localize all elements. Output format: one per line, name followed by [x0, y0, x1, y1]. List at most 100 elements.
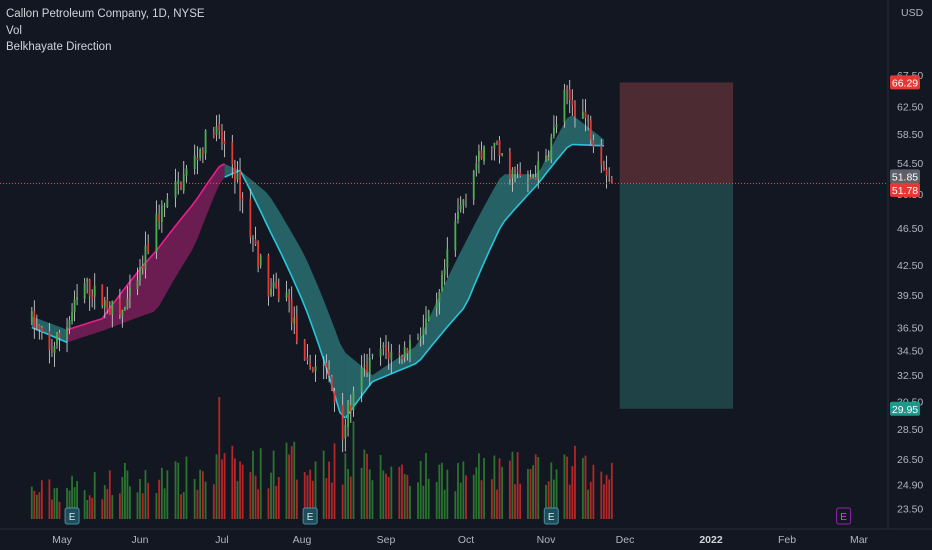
volume-bar — [139, 478, 141, 519]
volume-bar — [196, 489, 199, 519]
candle-body — [462, 199, 465, 206]
price-tick-label: 39.50 — [897, 290, 923, 302]
volume-bar — [406, 474, 409, 519]
symbol-title[interactable]: Callon Petroleum Company, 1D, NYSE — [6, 8, 205, 20]
volume-bar — [272, 450, 275, 519]
candle-body — [303, 339, 306, 360]
time-tick-label: 2022 — [699, 534, 723, 546]
candle-body — [51, 350, 53, 353]
candle-body — [490, 148, 493, 150]
candle-body — [409, 340, 411, 356]
volume-bar — [568, 484, 571, 519]
position-tool[interactable] — [619, 82, 734, 409]
chart-legend: Callon Petroleum Company, 1D, NYSE Vol B… — [6, 6, 205, 56]
price-tick-label: 28.50 — [897, 424, 923, 436]
volume-bar — [199, 469, 202, 519]
volume-bar — [306, 475, 309, 519]
candle-body — [267, 255, 270, 297]
volume-bar — [147, 482, 150, 519]
candle-body — [204, 130, 207, 154]
candle-body — [311, 367, 314, 372]
volume-bar — [401, 464, 403, 519]
candle-body — [589, 120, 592, 140]
candle-body — [508, 151, 511, 180]
volume-bar — [417, 482, 419, 519]
volume-bar — [71, 475, 73, 519]
candle-body — [141, 265, 144, 269]
candle-body — [514, 168, 516, 170]
candle-body — [180, 182, 182, 189]
volume-bar — [270, 472, 272, 519]
candle-body — [103, 300, 106, 308]
volume-bar — [501, 466, 504, 519]
volume-bar — [403, 473, 406, 519]
time-tick-label: Jul — [215, 534, 228, 546]
volume-bar — [608, 479, 611, 519]
price-tag-value: 29.95 — [892, 404, 918, 416]
volume-bar — [91, 497, 94, 519]
price-axis[interactable]: 23.5024.9026.5028.5030.5032.5034.5036.50… — [887, 0, 924, 529]
volume-bar — [379, 454, 382, 519]
volume-bar — [490, 479, 493, 519]
time-axis[interactable]: May Jun Jul Aug Sep Oct Nov Dec 2022 Feb Mar — [0, 528, 932, 546]
candle-body — [382, 345, 385, 348]
volume-bar — [341, 484, 344, 519]
volume-bar — [422, 485, 425, 519]
earnings-badge — [64, 507, 80, 525]
price-tick-label: 54.50 — [897, 158, 923, 170]
volume-bar — [605, 474, 608, 519]
volume-bar — [236, 481, 239, 519]
volume-bar — [129, 486, 131, 519]
candle-body — [272, 282, 275, 288]
price-tag-stop: 66.29 — [890, 75, 920, 90]
price-tick-label: 32.50 — [897, 370, 923, 382]
earnings-e-icon: E — [836, 507, 852, 525]
candle-body — [199, 149, 202, 158]
candle-body — [101, 284, 104, 305]
volume-bar — [33, 490, 36, 519]
volume-bar — [610, 462, 613, 519]
candle-body — [349, 405, 352, 412]
volume-bar — [550, 462, 553, 519]
volume-bar — [241, 464, 244, 519]
price-tag-last: 51.85 — [890, 169, 920, 184]
candle-body — [177, 180, 180, 185]
candle-body — [129, 288, 131, 297]
candle-body — [516, 170, 519, 172]
time-tick-label: Nov — [537, 534, 556, 546]
volume-bar — [366, 453, 368, 519]
candle-body — [592, 140, 595, 147]
candle-body — [270, 288, 272, 296]
volume-bar — [93, 472, 96, 519]
candle-body — [35, 326, 38, 328]
candle-body — [446, 249, 449, 268]
time-tick-label: Aug — [293, 534, 312, 546]
belkhayate-indicator-label[interactable]: Belkhayate Direction — [6, 41, 112, 53]
price-tag-background — [890, 169, 920, 184]
candle-body — [603, 166, 605, 171]
candle-body — [571, 100, 574, 105]
volume-bar — [325, 478, 328, 519]
candle-body — [139, 266, 141, 281]
candle-body — [568, 89, 571, 101]
candle-body — [325, 362, 328, 368]
volume-bar — [498, 458, 501, 519]
candle-body — [532, 176, 535, 178]
candle-body — [252, 238, 254, 240]
candle-body — [56, 332, 58, 345]
volume-bar — [311, 480, 314, 519]
candle-body — [379, 349, 382, 357]
candle-body — [600, 145, 603, 165]
volume-bar — [592, 464, 595, 519]
volume-bar — [385, 473, 387, 519]
candle-body — [93, 285, 96, 297]
earnings-e-icon: E — [302, 507, 318, 525]
stop-loss-zone — [619, 82, 734, 184]
volume-indicator-label[interactable]: Vol — [6, 24, 22, 37]
candle-body — [425, 318, 427, 327]
candle-body — [73, 299, 76, 313]
volume-bar — [166, 470, 169, 519]
time-tick-label: Mar — [850, 534, 869, 546]
